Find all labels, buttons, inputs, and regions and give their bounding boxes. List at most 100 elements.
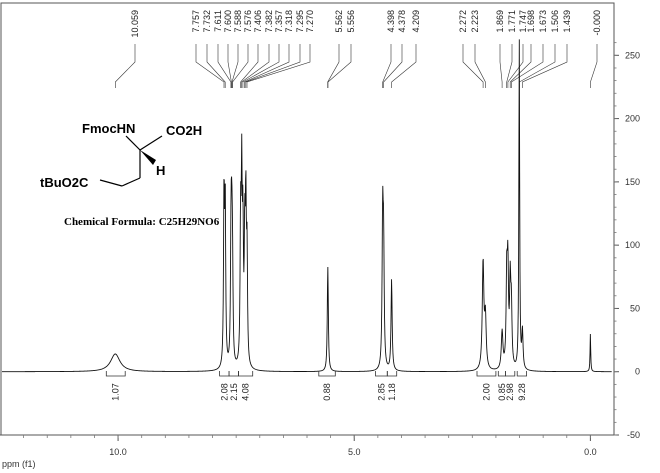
integral-value: 0.85 bbox=[497, 383, 507, 401]
peak-label: 10.059 bbox=[130, 10, 140, 38]
peak-label: 7.576 bbox=[243, 10, 253, 33]
peak-label: 7.357 bbox=[274, 10, 284, 33]
peak-label-leader bbox=[217, 44, 232, 88]
integral-bracket bbox=[318, 371, 336, 377]
axes-layer: 10.0 5.0 0.0 ppm (f1) 250 200 150 100 50 0 -50 bbox=[0, 2, 640, 469]
x-tick-label: 0.0 bbox=[584, 447, 597, 457]
integral-value: 1.18 bbox=[387, 383, 397, 401]
peak-label: 4.398 bbox=[386, 10, 396, 33]
peak-label: 2.272 bbox=[458, 10, 468, 33]
integral-bracket bbox=[105, 371, 126, 377]
peak-label: 7.611 bbox=[213, 10, 223, 32]
peak-label-leader bbox=[522, 44, 568, 88]
peak-label-leader bbox=[383, 44, 403, 88]
peak-label-leader bbox=[511, 44, 544, 88]
y-tick-label: 50 bbox=[630, 303, 640, 313]
structure-bond bbox=[99, 179, 123, 187]
peak-label-leader bbox=[231, 44, 239, 88]
peak-label: 7.318 bbox=[284, 10, 294, 33]
peak-label: 7.757 bbox=[191, 10, 201, 33]
peak-label: 4.209 bbox=[411, 10, 421, 33]
hydrogen-label: H bbox=[156, 163, 165, 178]
peak-label-leader bbox=[590, 44, 598, 88]
integral-value: 9.28 bbox=[517, 383, 527, 401]
integral-bracket bbox=[219, 371, 230, 377]
peak-label-leader bbox=[327, 44, 340, 88]
integral-bracket bbox=[228, 371, 239, 377]
peak-label-leader bbox=[474, 44, 486, 88]
integral-bracket bbox=[375, 371, 388, 377]
integral-value: 1.07 bbox=[111, 383, 121, 401]
integral-value: 4.08 bbox=[241, 383, 251, 401]
peak-label: 1.506 bbox=[550, 10, 560, 33]
spectrum-layer bbox=[2, 39, 612, 373]
peak-label: -0.000 bbox=[592, 10, 602, 36]
peak-label: 1.747 bbox=[518, 10, 528, 33]
peak-label-leader bbox=[232, 44, 249, 88]
carboxylic-acid-label: CO2H bbox=[166, 123, 202, 138]
peak-label: 1.698 bbox=[526, 10, 536, 33]
integral-value: 2.98 bbox=[505, 383, 515, 401]
peak-label: 7.270 bbox=[305, 10, 315, 33]
y-tick-label: 200 bbox=[625, 114, 640, 124]
integral-bracket bbox=[516, 371, 527, 377]
integral-value: 2.00 bbox=[482, 383, 492, 401]
peak-label-leader bbox=[195, 44, 225, 88]
integral-value: 2.15 bbox=[229, 383, 239, 401]
x-axis-label: ppm (f1) bbox=[2, 459, 36, 469]
y-tick-label: 150 bbox=[625, 177, 640, 187]
peak-label-leader bbox=[391, 44, 417, 88]
spectrum-trace bbox=[2, 39, 612, 373]
peak-label-leader bbox=[462, 44, 484, 88]
peak-label: 5.556 bbox=[346, 10, 356, 33]
peak-label-leader bbox=[506, 44, 513, 88]
peak-label-leader bbox=[242, 44, 280, 88]
integral-value: 0.88 bbox=[322, 383, 332, 401]
integral-layer: 1.07 2.08 2.15 4.08 0.88 2.85 1.18 2.00 0.852.98… bbox=[105, 371, 527, 401]
peak-label: 7.600 bbox=[223, 10, 233, 33]
structure-bond bbox=[139, 135, 163, 151]
chemical-structure: FmocHN CO2H H tBuO2C Chemical Formula: C… bbox=[40, 121, 220, 228]
peak-label-layer: 10.059 7.757 7.732 7.611 7.600 7.588 7.576 7.40… bbox=[115, 10, 602, 88]
peak-label-leader bbox=[245, 44, 301, 88]
integral-value: 2.08 bbox=[219, 383, 229, 401]
integral-bracket bbox=[505, 371, 516, 377]
peak-label-leader bbox=[507, 44, 524, 88]
y-tick-label: 250 bbox=[625, 50, 640, 60]
peak-label: 7.732 bbox=[202, 10, 212, 33]
peak-label: 1.439 bbox=[562, 10, 572, 33]
y-tick-label: 100 bbox=[625, 240, 640, 250]
x-tick-label: 10.0 bbox=[109, 447, 127, 457]
y-tick-label: -50 bbox=[627, 430, 640, 440]
integral-bracket bbox=[476, 371, 497, 377]
ester-group-label: tBuO2C bbox=[40, 175, 89, 190]
peak-label: 1.673 bbox=[538, 10, 548, 33]
peak-label: 5.562 bbox=[334, 10, 344, 33]
peak-label: 2.223 bbox=[470, 10, 480, 33]
peak-label-leader bbox=[206, 44, 226, 88]
peak-label-leader bbox=[227, 44, 232, 88]
peak-label-leader bbox=[115, 44, 136, 88]
peak-label: 4.378 bbox=[397, 10, 407, 33]
integral-bracket bbox=[238, 371, 254, 377]
peak-label: 7.406 bbox=[253, 10, 263, 33]
structure-bond bbox=[125, 135, 141, 151]
integral-bracket bbox=[497, 371, 506, 377]
peak-label-leader bbox=[509, 44, 532, 88]
chemical-formula: Chemical Formula: C25H29NO6 bbox=[64, 216, 220, 228]
peak-label-leader bbox=[246, 44, 311, 88]
y-tick-label: 0 bbox=[635, 367, 640, 377]
peak-label-leader bbox=[499, 44, 503, 88]
peak-label: 7.382 bbox=[264, 10, 274, 33]
peak-label-leader bbox=[240, 44, 259, 88]
peak-label-leader bbox=[244, 44, 290, 88]
peak-label-leader bbox=[382, 44, 392, 88]
peak-label: 7.588 bbox=[233, 10, 243, 33]
peak-label-leader bbox=[241, 44, 270, 88]
structure-bond bbox=[121, 177, 141, 187]
peak-label: 7.295 bbox=[295, 10, 305, 33]
integral-bracket bbox=[386, 371, 398, 377]
stereo-wedge bbox=[140, 150, 156, 165]
x-tick-label: 5.0 bbox=[348, 447, 361, 457]
